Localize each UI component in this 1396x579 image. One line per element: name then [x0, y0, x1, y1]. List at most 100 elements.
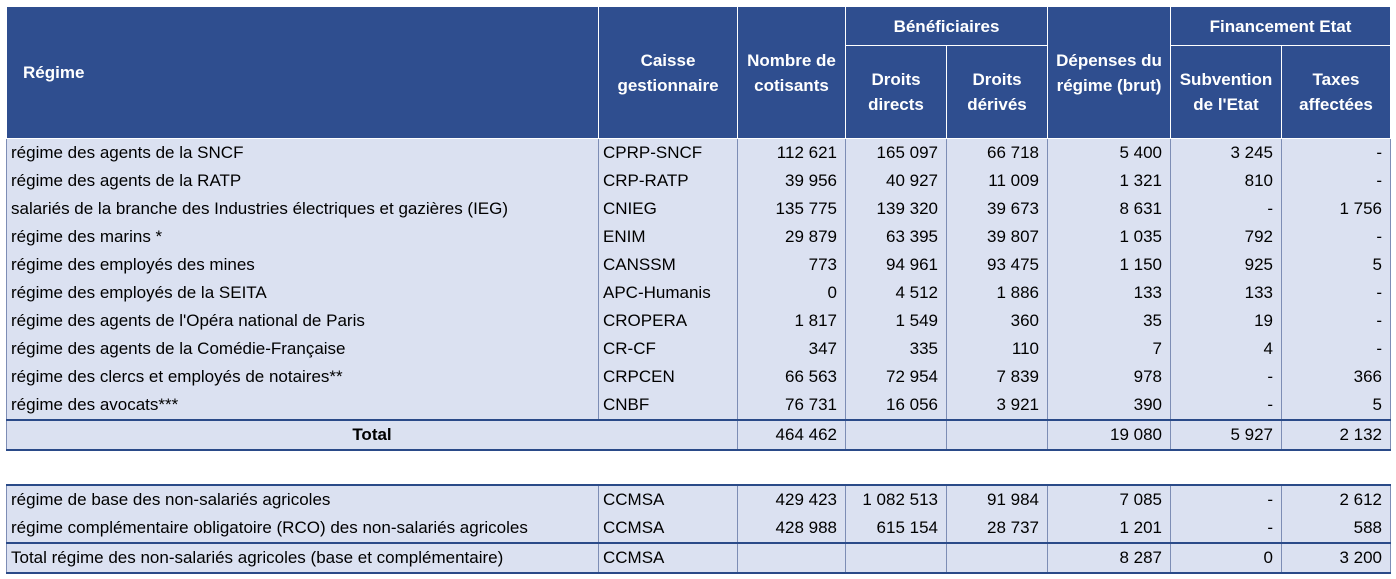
caisse-cell: CRP-RATP	[598, 167, 738, 195]
droits-derives-cell: 1 886	[946, 279, 1048, 307]
depenses-cell: 5 400	[1047, 138, 1171, 167]
droits-derives-cell: 91 984	[946, 484, 1048, 514]
droits-directs-cell: 16 056	[845, 391, 947, 420]
cotisants-cell: 0	[737, 279, 846, 307]
pension-table: Régime Caisse gestionnaire Nombre de cot…	[6, 6, 1392, 451]
table-row: régime des employés de la SEITA APC-Human…	[6, 279, 1392, 307]
table-row: régime des agents de l'Opéra national de…	[6, 307, 1392, 335]
depenses-cell: 8 631	[1047, 195, 1171, 223]
regime-cell: salariés de la branche des Industries él…	[6, 195, 599, 223]
agri-total-regime-cell: Total régime des non-salariés agricoles …	[6, 542, 599, 574]
total-row: Total 464 462 19 080 5 927 2 132	[6, 419, 1392, 451]
table-row: régime des employés des mines CANSSM 773 94…	[6, 251, 1392, 279]
agri-total-taxes-cell: 3 200	[1281, 542, 1391, 574]
cotisants-cell: 112 621	[737, 138, 846, 167]
total-cotisants-cell: 464 462	[737, 419, 846, 451]
agri-total-depenses-cell: 8 287	[1047, 542, 1171, 574]
header-financement: Financement Etat	[1169, 6, 1392, 46]
droits-derives-cell: 66 718	[946, 138, 1048, 167]
caisse-cell: APC-Humanis	[598, 279, 738, 307]
table-row: régime des agents de la Comédie-Français…	[6, 335, 1392, 363]
agricultural-table: régime de base des non-salariés agricole…	[6, 484, 1391, 574]
agri-total-row: Total régime des non-salariés agricoles …	[6, 542, 1391, 574]
header-regime: Régime	[6, 6, 599, 139]
droits-directs-cell: 4 512	[845, 279, 947, 307]
taxes-cell: 5	[1280, 251, 1392, 279]
caisse-cell: CANSSM	[598, 251, 738, 279]
header-caisse: Caisse gestionnaire	[598, 6, 738, 139]
taxes-cell: -	[1280, 307, 1392, 335]
table-row: régime des agents de la RATP CRP-RATP 39 9…	[6, 167, 1392, 195]
table-row: régime des agents de la SNCF CPRP-SNCF 112…	[6, 138, 1392, 167]
cotisants-cell: 773	[737, 251, 846, 279]
droits-directs-cell: 40 927	[845, 167, 947, 195]
droits-directs-cell: 1 549	[845, 307, 947, 335]
header-subvention: Subvention de l'Etat	[1170, 45, 1282, 139]
taxes-cell: -	[1280, 335, 1392, 363]
depenses-cell: 7	[1047, 335, 1171, 363]
depenses-cell: 978	[1047, 363, 1171, 391]
subvention-cell: -	[1170, 391, 1282, 420]
agri-total-droits-derives-cell	[946, 542, 1048, 574]
depenses-cell: 35	[1047, 307, 1171, 335]
droits-derives-cell: 39 807	[946, 223, 1048, 251]
cotisants-cell: 66 563	[737, 363, 846, 391]
subvention-cell: 133	[1170, 279, 1282, 307]
total-depenses-cell: 19 080	[1047, 419, 1171, 451]
regime-cell: régime des agents de l'Opéra national de…	[6, 307, 599, 335]
taxes-cell: -	[1280, 138, 1392, 167]
caisse-cell: CR-CF	[598, 335, 738, 363]
agri-total-droits-directs-cell	[845, 542, 947, 574]
droits-derives-cell: 360	[946, 307, 1048, 335]
table-row: régime des clercs et employés de notaire…	[6, 363, 1392, 391]
cotisants-cell: 1 817	[737, 307, 846, 335]
droits-directs-cell: 615 154	[845, 514, 947, 543]
header-beneficiaires: Bénéficiaires	[845, 6, 1048, 46]
total-subvention-cell: 5 927	[1170, 419, 1282, 451]
caisse-cell: CCMSA	[598, 484, 738, 514]
droits-directs-cell: 94 961	[845, 251, 947, 279]
cotisants-cell: 39 956	[737, 167, 846, 195]
subvention-cell: 3 245	[1170, 138, 1282, 167]
subvention-cell: 810	[1170, 167, 1282, 195]
table-row: régime des avocats*** CNBF 76 731 16 056 3 9…	[6, 391, 1392, 420]
subvention-cell: 4	[1170, 335, 1282, 363]
taxes-cell: -	[1280, 167, 1392, 195]
regime-cell: régime des agents de la RATP	[6, 167, 599, 195]
droits-derives-cell: 7 839	[946, 363, 1048, 391]
header-droits-derives: Droits dérivés	[946, 45, 1048, 139]
taxes-cell: -	[1280, 279, 1392, 307]
caisse-cell: CRPCEN	[598, 363, 738, 391]
depenses-cell: 7 085	[1047, 484, 1171, 514]
droits-directs-cell: 139 320	[845, 195, 947, 223]
agri-total-cotisants-cell	[737, 542, 846, 574]
subvention-cell: 792	[1170, 223, 1282, 251]
header-taxes: Taxes affectées	[1280, 45, 1392, 139]
regime-cell: régime des agents de la Comédie-Français…	[6, 335, 599, 363]
table-row: régime des marins * ENIM 29 879 63 395 39 80…	[6, 223, 1392, 251]
droits-derives-cell: 3 921	[946, 391, 1048, 420]
depenses-cell: 1 321	[1047, 167, 1171, 195]
droits-derives-cell: 110	[946, 335, 1048, 363]
table-row: régime de base des non-salariés agricole…	[6, 484, 1391, 514]
table-row: régime complémentaire obligatoire (RCO) …	[6, 514, 1391, 543]
droits-derives-cell: 28 737	[946, 514, 1048, 543]
header-depenses: Dépenses du régime (brut)	[1047, 6, 1171, 139]
taxes-cell: 2 612	[1281, 484, 1391, 514]
subvention-cell: -	[1170, 514, 1282, 543]
regime-cell: régime des clercs et employés de notaire…	[6, 363, 599, 391]
droits-derives-cell: 11 009	[946, 167, 1048, 195]
taxes-cell: 1 756	[1280, 195, 1392, 223]
total-label: Total	[6, 419, 738, 451]
regime-cell: régime des agents de la SNCF	[6, 138, 599, 167]
depenses-cell: 390	[1047, 391, 1171, 420]
droits-derives-cell: 39 673	[946, 195, 1048, 223]
caisse-cell: CPRP-SNCF	[598, 138, 738, 167]
cotisants-cell: 76 731	[737, 391, 846, 420]
subvention-cell: -	[1170, 195, 1282, 223]
subvention-cell: -	[1170, 484, 1282, 514]
cotisants-cell: 429 423	[737, 484, 846, 514]
regime-cell: régime des employés des mines	[6, 251, 599, 279]
table-row: salariés de la branche des Industries él…	[6, 195, 1392, 223]
depenses-cell: 133	[1047, 279, 1171, 307]
